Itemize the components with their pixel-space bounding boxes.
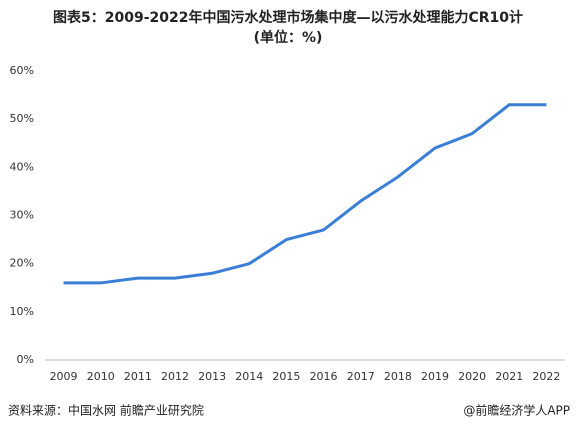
x-tick-label: 2011: [124, 370, 152, 383]
y-tick-label: 50%: [10, 112, 34, 125]
y-tick-label: 10%: [10, 305, 34, 318]
x-tick-label: 2022: [532, 370, 560, 383]
source: 资料来源：中国水网 前瞻产业研究院: [8, 403, 204, 418]
y-tick-label: 20%: [10, 257, 34, 270]
x-tick-label: 2010: [87, 370, 115, 383]
chart-title: 图表5：2009-2022年中国污水处理市场集中度—以污水处理能力CR10计: [53, 9, 523, 26]
x-tick-label: 2018: [384, 370, 412, 383]
x-tick-label: 2012: [161, 370, 189, 383]
y-tick-label: 0%: [17, 353, 34, 366]
x-tick-label: 2020: [458, 370, 486, 383]
y-tick-label: 40%: [10, 160, 34, 173]
y-tick-label: 60%: [10, 64, 34, 77]
x-tick-label: 2013: [198, 370, 226, 383]
line: [63, 103, 547, 285]
x-tick-label: 2015: [272, 370, 300, 383]
chart-subtitle: (单位：%): [254, 29, 323, 46]
y-tick-label: 30%: [10, 209, 34, 222]
x-tick-label: 2017: [347, 370, 375, 383]
x-tick-label: 2014: [235, 370, 263, 383]
x-tick-label: 2016: [310, 370, 338, 383]
credit: @前瞻经济学人APP: [463, 403, 570, 418]
x-tick-label: 2019: [421, 370, 449, 383]
x-tick-label: 2021: [495, 370, 523, 383]
x-tick-label: 2009: [50, 370, 78, 383]
